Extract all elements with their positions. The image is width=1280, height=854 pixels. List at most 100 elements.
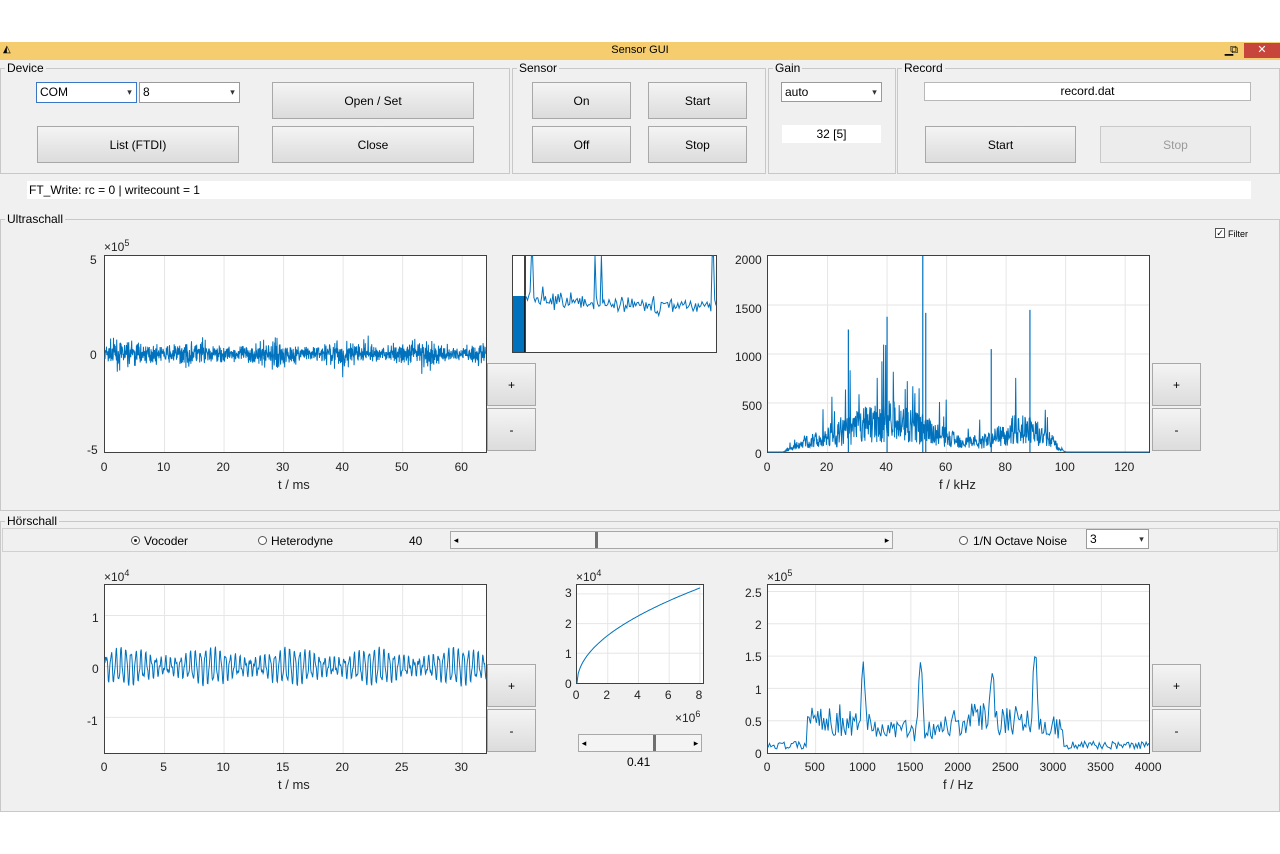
close-window-icon[interactable]: ✕ <box>1244 43 1280 58</box>
chevron-down-icon: ▾ <box>127 87 132 97</box>
sensor-start-button[interactable]: Start <box>648 82 747 119</box>
open-set-button[interactable]: Open / Set <box>272 82 474 119</box>
heterodyne-label: Heterodyne <box>271 534 334 548</box>
gain-mode-value: auto <box>785 85 809 99</box>
frequency-slider[interactable]: ◂ ▸ <box>450 531 893 549</box>
y-tick: 2 <box>755 618 762 632</box>
y-tick: 3 <box>565 586 572 600</box>
x-tick: 1000 <box>849 760 876 774</box>
spectrum-zoom-out-button[interactable]: - <box>1152 408 1201 451</box>
x-tick: 2000 <box>944 760 971 774</box>
port-number-select[interactable]: 8 ▾ <box>139 82 240 103</box>
filter-checkbox[interactable]: ✓ <box>1215 228 1225 238</box>
record-filename-input[interactable]: record.dat <box>924 82 1251 101</box>
vocoder-label: Vocoder <box>144 534 189 548</box>
y-tick: 1 <box>755 683 762 697</box>
y-tick: -5 <box>87 443 98 457</box>
mapping-curve-plot <box>576 584 704 684</box>
status-text: FT_Write: rc = 0 | writecount = 1 <box>26 180 1252 200</box>
x-tick: 80 <box>998 460 1012 474</box>
audio-zoom-in-button[interactable]: + <box>487 664 536 707</box>
slider-thumb[interactable] <box>653 735 657 751</box>
sensor-off-button[interactable]: Off <box>532 126 631 163</box>
chevron-right-icon[interactable]: ▸ <box>693 738 699 748</box>
x-tick: 40 <box>879 460 893 474</box>
mapping-curve-svg <box>576 585 703 684</box>
x-tick: 30 <box>454 760 468 774</box>
x-tick: 0 <box>100 760 108 774</box>
device-panel: Device <box>0 61 510 174</box>
x-tick: 4000 <box>1134 760 1162 774</box>
x-axis-label: t / ms <box>278 777 310 792</box>
y-tick: 1.5 <box>745 650 762 664</box>
y-tick: 500 <box>742 399 763 413</box>
series-line <box>767 655 1150 751</box>
x-tick: 2500 <box>991 760 1019 774</box>
x-tick: 120 <box>1114 460 1135 474</box>
vocoder-radio[interactable] <box>131 536 140 545</box>
chevron-left-icon[interactable]: ◂ <box>453 535 459 545</box>
y-tick: 2.5 <box>745 586 762 600</box>
curve-slider[interactable]: ◂ ▸ <box>578 734 702 752</box>
chevron-left-icon[interactable]: ◂ <box>581 738 587 748</box>
record-start-button[interactable]: Start <box>925 126 1076 163</box>
sensor-on-button[interactable]: On <box>532 82 631 119</box>
minimize-icon[interactable]: ▁ <box>1224 44 1234 56</box>
x-tick: 4 <box>634 688 641 702</box>
audio-spectrum-zoom-out-button[interactable]: - <box>1152 709 1201 752</box>
x-tick: 60 <box>938 460 953 474</box>
audio-zoom-out-button[interactable]: - <box>487 709 536 752</box>
x-tick: 50 <box>395 460 409 474</box>
x-tick: 30 <box>275 460 290 474</box>
sensor-panel-title: Sensor <box>517 61 560 75</box>
exponent-label: ×104 <box>104 568 130 584</box>
ultrasound-time-plot <box>104 255 487 453</box>
octave-noise-radio[interactable] <box>959 536 968 545</box>
x-tick: 0 <box>572 688 580 702</box>
time-zoom-in-button[interactable]: + <box>487 363 536 406</box>
y-tick: 0 <box>565 677 572 691</box>
window-title: Sensor GUI <box>611 44 669 56</box>
x-tick: 8 <box>695 688 703 702</box>
x-axis-label: f / Hz <box>943 777 974 792</box>
x-tick: 5 <box>160 760 167 774</box>
filter-label: Filter <box>1228 229 1248 239</box>
y-tick: 1 <box>92 611 99 625</box>
exponent-label: ×105 <box>767 568 793 584</box>
x-axis-label: f / kHz <box>939 477 976 492</box>
x-tick: 0 <box>100 460 108 474</box>
title-bar: ◭ Sensor GUI ▁ ⧉ ✕ <box>0 42 1280 60</box>
audio-time-plot <box>104 584 487 754</box>
x-tick: 0 <box>763 760 771 774</box>
y-tick: 5 <box>90 253 97 267</box>
x-tick: 500 <box>804 760 825 774</box>
list-ftdi-button[interactable]: List (FTDI) <box>37 126 239 163</box>
y-tick: 2 <box>565 617 572 631</box>
heterodyne-radio[interactable] <box>258 536 267 545</box>
audio-spectrum-zoom-in-button[interactable]: + <box>1152 664 1201 707</box>
y-tick: 1500 <box>735 302 762 316</box>
x-tick: 6 <box>664 688 672 702</box>
chevron-down-icon: ▾ <box>230 87 235 97</box>
y-tick: 2000 <box>735 253 762 267</box>
sensor-stop-button[interactable]: Stop <box>648 126 747 163</box>
octave-n-value: 3 <box>1090 532 1097 546</box>
port-select[interactable]: COM ▾ <box>36 82 137 103</box>
gain-mode-select[interactable]: auto ▾ <box>781 82 882 102</box>
series-line <box>768 344 1149 453</box>
x-tick: 100 <box>1054 460 1075 474</box>
series-line <box>104 335 487 378</box>
chevron-right-icon[interactable]: ▸ <box>884 535 890 545</box>
device-panel-title: Device <box>5 61 46 75</box>
spectrum-zoom-in-button[interactable]: + <box>1152 363 1201 406</box>
device-close-button[interactable]: Close <box>272 126 474 163</box>
record-stop-button[interactable]: Stop <box>1100 126 1251 163</box>
slider-thumb[interactable] <box>594 532 598 548</box>
octave-n-select[interactable]: 3 ▾ <box>1086 529 1149 549</box>
y-tick: 0 <box>755 447 762 461</box>
hoerschall-panel-title: Hörschall <box>5 514 60 528</box>
restore-icon[interactable]: ⧉ <box>1230 44 1238 56</box>
x-tick: 2 <box>603 688 611 702</box>
time-zoom-out-button[interactable]: - <box>487 408 536 451</box>
series-line <box>104 646 487 687</box>
